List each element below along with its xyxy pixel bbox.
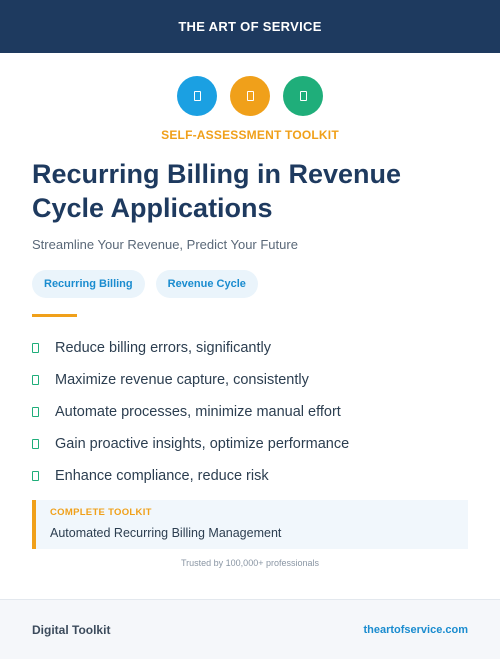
benefit-text: Enhance compliance, reduce risk [55,468,269,484]
list-item: Automate processes, minimize manual effo… [32,396,472,428]
document-icon [230,76,270,116]
benefit-text: Reduce billing errors, significantly [55,340,271,356]
list-item: Enhance compliance, reduce risk [32,460,472,492]
check-icon [32,471,39,481]
tag-revenue-cycle[interactable]: Revenue Cycle [155,270,258,298]
icon-row [0,76,500,116]
page-title: Recurring Billing in Revenue Cycle Appli… [32,159,402,223]
benefit-list: Reduce billing errors, significantly Max… [32,332,472,492]
benefit-text: Maximize revenue capture, consistently [55,372,309,388]
tag-list: Recurring Billing Revenue Cycle [32,270,258,298]
accent-divider [32,314,77,317]
header-bar: THE ART OF SERVICE [0,0,500,53]
check-icon [32,375,39,385]
list-item: Maximize revenue capture, consistently [32,364,472,396]
check-icon [32,407,39,417]
check-icon [32,439,39,449]
document-icon [177,76,217,116]
list-item: Gain proactive insights, optimize perfor… [32,428,472,460]
trusted-note: Trusted by 100,000+ professionals [180,558,319,568]
document-icon [283,76,323,116]
tag-recurring-billing[interactable]: Recurring Billing [32,270,145,298]
list-item: Reduce billing errors, significantly [32,332,472,364]
website-link[interactable]: theartofservice.com [363,623,468,636]
footer-bar: Digital Toolkit theartofservice.com [0,599,500,659]
subtitle: Streamline Your Revenue, Predict Your Fu… [32,237,298,252]
toolkit-name: Automated Recurring Billing Management [50,526,282,540]
toolkit-callout: COMPLETE TOOLKIT Automated Recurring Bil… [32,500,468,549]
brand-name: THE ART OF SERVICE [178,19,322,34]
toolkit-label: COMPLETE TOOLKIT [50,507,152,518]
check-icon [32,343,39,353]
footer-label: Digital Toolkit [32,622,111,637]
benefit-text: Automate processes, minimize manual effo… [55,404,341,420]
eyebrow-label: SELF-ASSESSMENT TOOLKIT [161,128,339,142]
benefit-text: Gain proactive insights, optimize perfor… [55,436,350,452]
